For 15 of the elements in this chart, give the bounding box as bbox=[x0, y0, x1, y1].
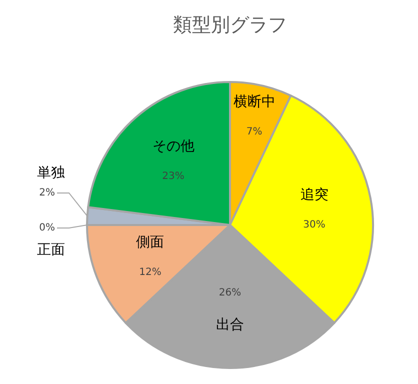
slice-label: 側面 bbox=[136, 234, 164, 251]
data-label: 2% bbox=[39, 188, 55, 198]
data-label: 30% bbox=[303, 219, 326, 230]
data-label: 12% bbox=[139, 267, 162, 278]
slice-label: 横断中 bbox=[233, 94, 276, 110]
legend-label: 正面 bbox=[37, 242, 65, 258]
slice-label: 出合 bbox=[216, 316, 244, 333]
slice: その他 23% bbox=[87, 81, 231, 226]
data-label: 7% bbox=[246, 126, 262, 138]
slice-label: 追突 bbox=[300, 186, 328, 203]
slice-label: その他 bbox=[152, 138, 194, 155]
title: 類型別グラフ bbox=[173, 14, 287, 36]
data-label: 26% bbox=[218, 287, 242, 298]
slice-label: 単独 bbox=[37, 165, 65, 181]
data-label: 23% bbox=[162, 171, 184, 182]
